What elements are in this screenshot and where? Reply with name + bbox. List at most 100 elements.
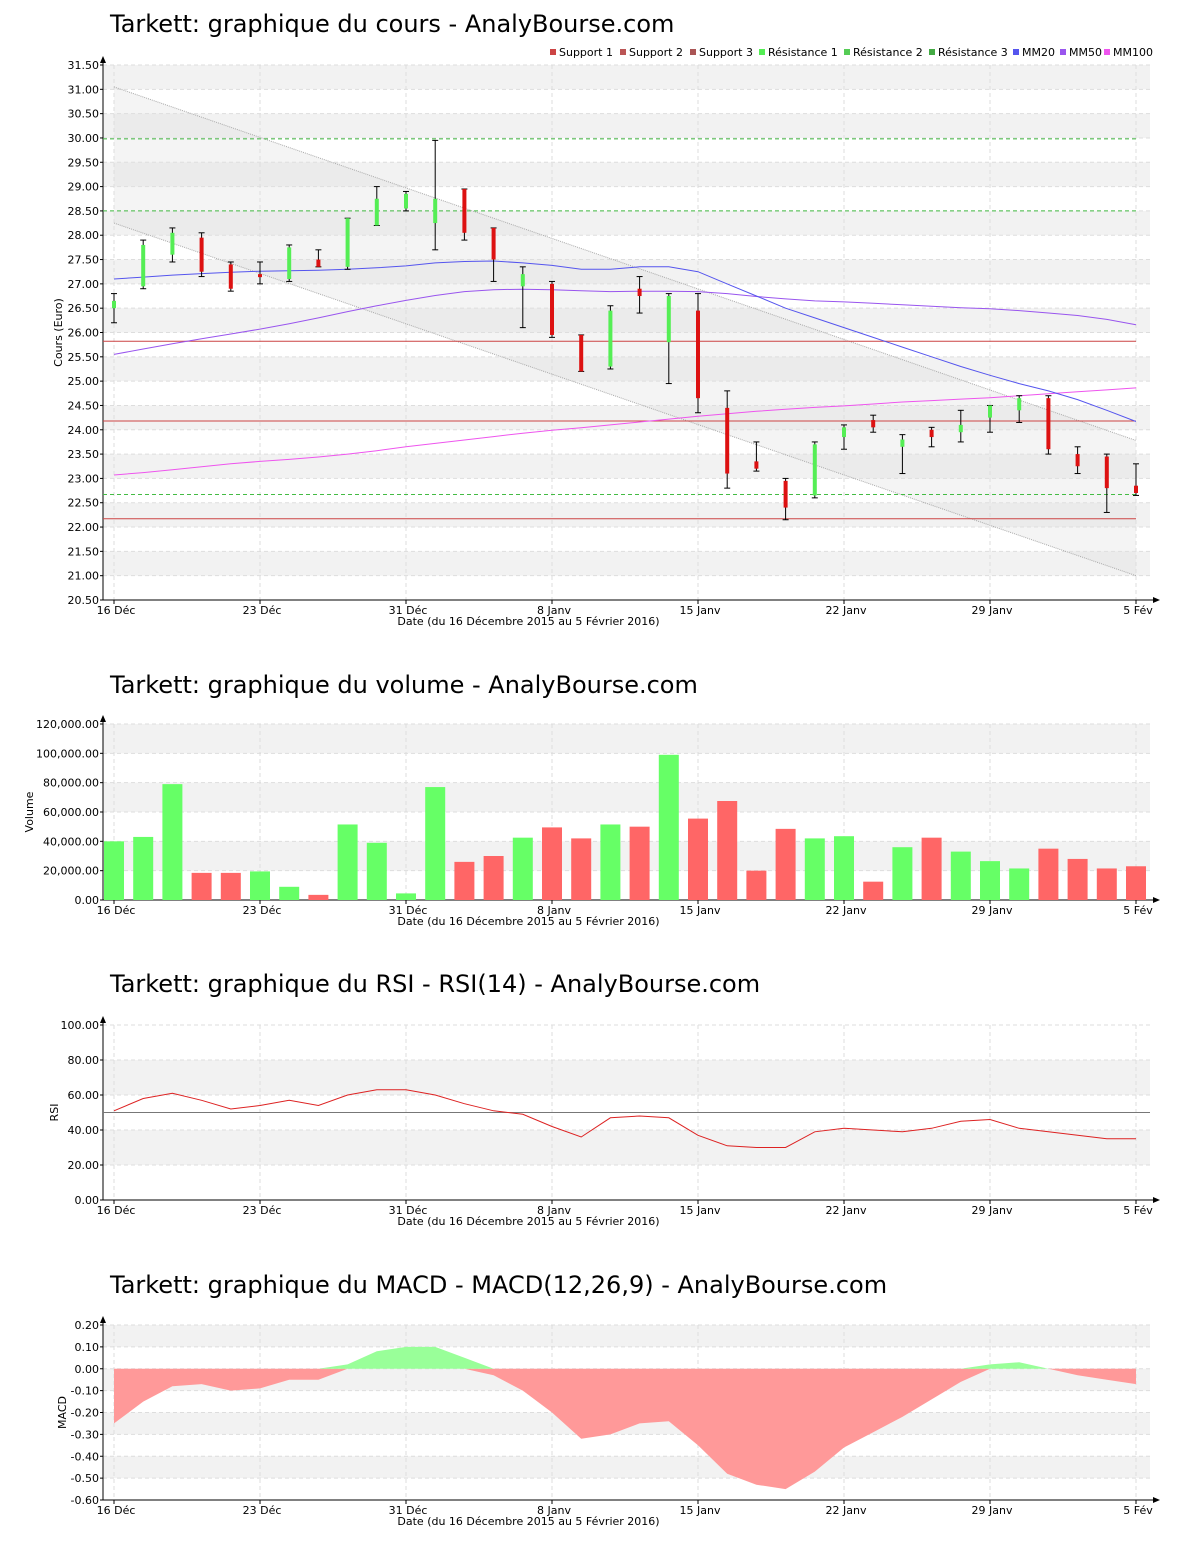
volume-bar xyxy=(220,872,241,900)
volume-bar xyxy=(337,824,358,900)
plot-band xyxy=(103,210,1150,236)
volume-bar xyxy=(512,837,533,900)
x-tick-label: 16 Déc xyxy=(97,1504,136,1517)
volume-bar xyxy=(1126,866,1146,900)
candle-body xyxy=(287,247,292,279)
y-tick-label: -0.50 xyxy=(71,1472,99,1485)
legend-swatch xyxy=(690,49,696,55)
volume-bar xyxy=(162,784,183,900)
candle-body xyxy=(520,274,525,287)
legend-swatch xyxy=(550,49,556,55)
y-tick-label: 22.00 xyxy=(68,521,100,534)
plot-band xyxy=(103,841,1150,871)
legend-label: Résistance 1 xyxy=(768,46,838,59)
plot-band xyxy=(103,1060,1150,1095)
rsi-chart-title: Tarkett: graphique du RSI - RSI(14) - An… xyxy=(110,970,761,998)
y-axis-label: MACD xyxy=(56,1396,69,1429)
y-tick-label: 40,000.00 xyxy=(43,835,99,848)
mm20-line xyxy=(113,260,1137,422)
x-tick-label: 16 Déc xyxy=(97,904,136,917)
y-tick-label: 30.00 xyxy=(68,132,100,145)
volume-bar xyxy=(1009,868,1030,900)
y-tick-label: 24.00 xyxy=(68,424,100,437)
y-tick-label: 80.00 xyxy=(68,1054,100,1067)
candle-body xyxy=(1046,398,1051,450)
x-tick-label: 8 Janv xyxy=(537,1204,571,1217)
mm100-line xyxy=(113,387,1137,476)
plot-band xyxy=(103,782,1150,812)
y-axis-label: Cours (Euro) xyxy=(52,298,65,367)
legend-label: MM20 xyxy=(1022,46,1055,59)
volume-bar xyxy=(396,893,416,900)
volume-bar xyxy=(542,827,562,900)
y-axis-label: RSI xyxy=(48,1104,61,1122)
legend-swatch xyxy=(1013,49,1019,55)
rsi-chart: 0.00 20.00 40.00 60.00 80.00 100.00 16 Déc 23 D… xyxy=(48,1016,1160,1228)
y-tick-label: 120,000.00 xyxy=(36,718,99,731)
y-tick-label: 22.50 xyxy=(68,497,100,510)
volume-bar xyxy=(980,861,1000,900)
x-tick-label: 29 Janv xyxy=(972,904,1013,917)
y-tick-label: 23.50 xyxy=(68,448,100,461)
y-tick-label: 40.00 xyxy=(68,1124,100,1137)
x-tick-label: 23 Déc xyxy=(243,1504,282,1517)
macd-chart: -0.60 -0.50 -0.40 -0.30 -0.20 -0.10 0.00 0.10 0.… xyxy=(56,1316,1160,1528)
plot-band xyxy=(103,551,1150,576)
price-chart-title: Tarkett: graphique du cours - AnalyBours… xyxy=(110,10,675,38)
x-tick-label: 15 Janv xyxy=(680,1504,721,1517)
x-tick-label: 22 Janv xyxy=(826,1504,867,1517)
legend-label: Résistance 3 xyxy=(938,46,1008,59)
plot-band xyxy=(103,502,1150,528)
volume-bar xyxy=(250,871,270,900)
candle-body xyxy=(696,310,700,399)
legend-label: MM50 xyxy=(1069,46,1102,59)
x-axis-arrow xyxy=(1153,897,1160,903)
x-tick-label: 29 Janv xyxy=(972,604,1013,617)
candle-body xyxy=(783,480,788,508)
x-tick-label: 15 Janv xyxy=(680,604,721,617)
legend-swatch xyxy=(1104,49,1110,55)
y-tick-label: 25.50 xyxy=(68,351,100,364)
candle-body xyxy=(608,310,613,367)
candle-body xyxy=(842,427,846,438)
volume-bar xyxy=(571,838,592,900)
volume-bar xyxy=(483,856,504,900)
volume-chart: 0.00 20,000.00 40,000.00 60,000.00 80,000.00… xyxy=(23,715,1160,928)
plot-band xyxy=(103,1130,1150,1165)
legend-swatch xyxy=(759,49,765,55)
candle-body xyxy=(725,407,730,474)
volume-bar xyxy=(308,894,329,900)
y-tick-label: -0.10 xyxy=(71,1385,99,1398)
volume-bar xyxy=(425,787,446,900)
volume-bar xyxy=(775,828,796,900)
x-axis-label: Date (du 16 Décembre 2015 au 5 Février 2… xyxy=(397,1515,659,1528)
candle-body xyxy=(1134,485,1138,493)
price-chart: 20.50 21.00 21.50 22.00 22.50 23.00 23.50 24.00… xyxy=(52,46,1160,628)
y-tick-label: 0.20 xyxy=(75,1319,100,1332)
volume-bar xyxy=(834,836,854,900)
candle-body xyxy=(316,259,321,267)
y-tick-label: 24.50 xyxy=(68,399,100,412)
y-tick-label: 100.00 xyxy=(61,1019,100,1032)
volume-bar xyxy=(104,841,124,900)
legend-swatch xyxy=(929,49,935,55)
volume-bar xyxy=(863,881,884,900)
volume-bar xyxy=(366,842,387,900)
candle-body xyxy=(550,283,554,335)
x-tick-label: 31 Déc xyxy=(389,604,428,617)
volume-bar xyxy=(1067,858,1088,900)
candle-body xyxy=(812,444,817,496)
plot-band xyxy=(103,65,1150,90)
y-tick-label: 20.00 xyxy=(68,1159,100,1172)
macd-positive-area xyxy=(114,1346,1136,1369)
x-axis-arrow xyxy=(1153,1197,1160,1203)
candle-body xyxy=(170,232,175,255)
candle-body xyxy=(1017,398,1022,411)
x-tick-label: 23 Déc xyxy=(243,1204,282,1217)
y-tick-label: 21.50 xyxy=(68,545,100,558)
y-tick-label: 23.00 xyxy=(68,472,100,485)
legend-swatch xyxy=(844,49,850,55)
x-tick-label: 23 Déc xyxy=(243,604,282,617)
x-tick-label: 22 Janv xyxy=(826,904,867,917)
x-axis-arrow xyxy=(1153,1497,1160,1503)
